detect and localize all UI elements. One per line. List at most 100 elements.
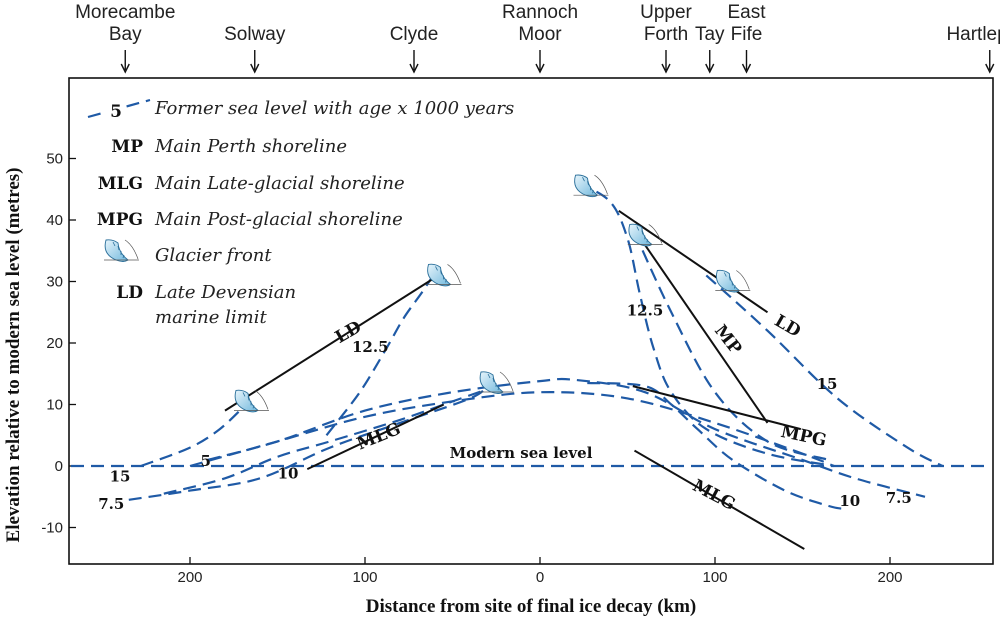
legend-key: LD [116, 283, 143, 303]
legend-glacier-icon [104, 239, 139, 262]
site-label: Upper [640, 2, 692, 23]
glacier-front-icon [715, 269, 751, 293]
legend-label: Main Perth shoreline [154, 136, 347, 157]
legend-label-line2: marine limit [155, 307, 267, 328]
y-tick-label: 0 [55, 458, 63, 475]
series-label-ld: LD [771, 311, 804, 342]
series-label-15: 15 [110, 467, 131, 485]
site-label: Rannoch [502, 2, 578, 23]
site-arrow-head [741, 63, 752, 74]
site-label: Solway [224, 24, 286, 45]
site-label: East [727, 2, 766, 23]
glacier-front-icon [479, 371, 514, 394]
y-tick-label: 20 [46, 335, 63, 352]
series-line-10-6 [587, 381, 847, 511]
site-arrow-head [409, 63, 419, 74]
series-line-ld-11 [618, 209, 769, 314]
site-label: Morecambe [75, 2, 175, 23]
site-label: Clyde [390, 24, 439, 45]
y-axis-ticks: -10 0 10 20 30 40 50 [41, 151, 76, 537]
x-tick-label: 100 [352, 569, 377, 586]
modern-sea-level-label: Modern sea level [450, 444, 593, 462]
series-label-7-5: 7.5 [98, 495, 124, 513]
legend-key: MPG [97, 210, 143, 230]
series-label-10: 10 [839, 492, 860, 510]
site-arrow-head [985, 63, 995, 74]
y-axis-label: Elevation relative to modern sea level (… [3, 168, 24, 543]
site-label: Fife [731, 24, 763, 45]
legend: 5 Former sea level with age x 1000 years M… [87, 98, 514, 328]
series-line-15-9 [705, 274, 944, 467]
site-arrow-head [705, 63, 715, 74]
site-tay: Tay [695, 24, 725, 74]
legend-label: Main Late-glacial shoreline [154, 173, 405, 194]
site-label: Moor [518, 24, 562, 45]
legend-item-main-perth-shoreline: MP Main Perth shoreline [111, 136, 347, 157]
series-line-ld-10 [224, 274, 440, 412]
series-line-mpg-15 [632, 385, 802, 431]
modern-sea-level-group: Modern sea level [71, 444, 991, 468]
series-line-15-0 [140, 403, 247, 468]
series-label-12-5: 12.5 [627, 301, 664, 319]
series-label-12-5: 12.5 [352, 338, 389, 356]
series-line-mlg-14 [633, 449, 805, 550]
y-tick-label: -10 [41, 520, 63, 537]
legend-key: 5 [110, 102, 122, 122]
plot-frame [68, 77, 994, 565]
y-tick-label: 30 [46, 274, 63, 291]
y-tick-label: 10 [46, 397, 63, 414]
site-arrow-head [250, 63, 260, 74]
series-line-mp-12 [635, 231, 769, 424]
legend-label: Glacier front [155, 245, 272, 266]
glacier-front-icon [627, 223, 663, 247]
series-lines [128, 182, 944, 550]
legend-item-glacier-front: Glacier front [104, 239, 272, 266]
site-label: Hartlepool [946, 24, 1000, 45]
legend-item-late-devensian: LD Late Devensian marine limit [116, 282, 296, 328]
site-arrow-head [535, 63, 545, 74]
site-hartlepool: Hartlepool [946, 24, 1000, 74]
series-label-7-5: 7.5 [886, 489, 912, 507]
glacier-fronts [234, 174, 751, 413]
x-tick-label: 0 [536, 569, 544, 586]
series-label-5: 5 [201, 452, 211, 470]
legend-item-former-sea-level-with-age-x-1000-years: 5 Former sea level with age x 1000 years [87, 98, 514, 122]
x-tick-label: 100 [702, 569, 727, 586]
glacier-front-icon [426, 263, 462, 287]
series-label-mlg: MLG [354, 419, 403, 455]
legend-key: MLG [98, 174, 143, 194]
x-tick-label: 200 [177, 569, 202, 586]
x-tick-label: 200 [877, 569, 902, 586]
series-line-7-5-2 [128, 385, 489, 501]
site-arrow-head [661, 63, 671, 74]
series-label-10: 10 [278, 464, 299, 482]
series-line-12-5b-8 [633, 231, 830, 461]
site-label: Bay [109, 24, 142, 45]
site-label: Forth [644, 24, 688, 45]
legend-label: Former sea level with age x 1000 years [154, 98, 514, 119]
site-clyde: Clyde [390, 24, 439, 74]
series-label-mp: MP [710, 321, 745, 358]
series-line-12-5-1 [325, 274, 435, 436]
legend-item-main-late-glacial-shoreline: MLG Main Late-glacial shoreline [98, 173, 405, 194]
site-arrow-head [120, 63, 130, 74]
series-label-15: 15 [817, 375, 838, 393]
y-tick-label: 50 [46, 151, 63, 168]
site-label: Tay [695, 24, 725, 45]
site-solway: Solway [224, 24, 286, 74]
y-tick-label: 40 [46, 212, 63, 229]
series-line-12-5-7 [577, 182, 835, 468]
x-axis-label: Distance from site of final ice decay (k… [366, 596, 697, 617]
legend-item-main-post-glacial-shoreline: MPG Main Post-glacial shoreline [97, 209, 403, 230]
legend-key: MP [111, 137, 143, 157]
legend-label: Main Post-glacial shoreline [154, 209, 403, 230]
series-line-10-3 [163, 388, 488, 495]
series-label-mlg: MLG [689, 476, 738, 515]
